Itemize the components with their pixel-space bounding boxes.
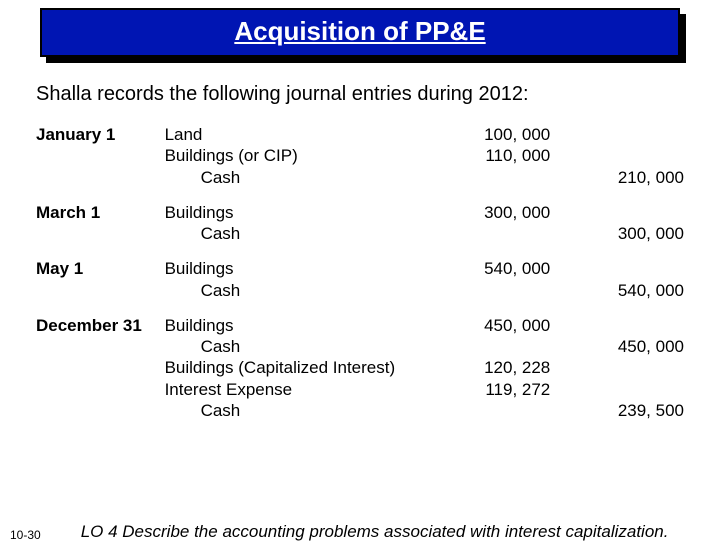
account-name: Buildings bbox=[165, 258, 417, 279]
entry-spacer bbox=[36, 301, 684, 315]
entry-date bbox=[36, 336, 165, 357]
entry-date bbox=[36, 223, 165, 244]
credit-amount bbox=[550, 357, 684, 378]
journal-line: Buildings (or CIP)110, 000 bbox=[36, 145, 684, 166]
credit-amount: 540, 000 bbox=[550, 280, 684, 301]
credit-amount bbox=[550, 202, 684, 223]
entry-date: December 31 bbox=[36, 315, 165, 336]
entry-date bbox=[36, 145, 165, 166]
debit-amount bbox=[417, 400, 551, 421]
lead-text: Shalla records the following journal ent… bbox=[36, 83, 684, 106]
credit-amount bbox=[550, 258, 684, 279]
credit-amount bbox=[550, 145, 684, 166]
entry-date bbox=[36, 400, 165, 421]
journal-line: Cash 210, 000 bbox=[36, 167, 684, 188]
account-name: Cash bbox=[165, 336, 417, 357]
entry-date: January 1 bbox=[36, 124, 165, 145]
credit-amount: 450, 000 bbox=[550, 336, 684, 357]
journal-line: Cash 540, 000 bbox=[36, 280, 684, 301]
journal-line: January 1Land100, 000 bbox=[36, 124, 684, 145]
account-name: Land bbox=[165, 124, 417, 145]
entry-date bbox=[36, 280, 165, 301]
credit-amount: 239, 500 bbox=[550, 400, 684, 421]
journal-line: March 1Buildings300, 000 bbox=[36, 202, 684, 223]
account-name: Interest Expense bbox=[165, 379, 417, 400]
credit-amount: 300, 000 bbox=[550, 223, 684, 244]
account-name: Cash bbox=[165, 400, 417, 421]
entry-date: May 1 bbox=[36, 258, 165, 279]
journal-line: December 31Buildings450, 000 bbox=[36, 315, 684, 336]
credit-amount: 210, 000 bbox=[550, 167, 684, 188]
journal-line: Cash 450, 000 bbox=[36, 336, 684, 357]
account-name: Buildings (Capitalized Interest) bbox=[165, 357, 417, 378]
title-bar-inner: Acquisition of PP&E bbox=[40, 8, 680, 57]
account-name: Buildings bbox=[165, 202, 417, 223]
debit-amount bbox=[417, 167, 551, 188]
journal-line: Interest Expense119, 272 bbox=[36, 379, 684, 400]
debit-amount: 100, 000 bbox=[417, 124, 551, 145]
debit-amount: 120, 228 bbox=[417, 357, 551, 378]
entry-date bbox=[36, 357, 165, 378]
debit-amount bbox=[417, 280, 551, 301]
entry-spacer bbox=[36, 188, 684, 202]
title-bar: Acquisition of PP&E bbox=[40, 8, 680, 57]
entry-spacer bbox=[36, 244, 684, 258]
debit-amount: 450, 000 bbox=[417, 315, 551, 336]
footer: 10-30 LO 4 Describe the accounting probl… bbox=[0, 522, 720, 542]
journal-line: Buildings (Capitalized Interest)120, 228 bbox=[36, 357, 684, 378]
account-name: Cash bbox=[165, 223, 417, 244]
journal-line: Cash 239, 500 bbox=[36, 400, 684, 421]
learning-objective: LO 4 Describe the accounting problems as… bbox=[81, 522, 669, 542]
journal-entries-table: January 1Land100, 000Buildings (or CIP)1… bbox=[36, 124, 684, 421]
entry-date bbox=[36, 167, 165, 188]
credit-amount bbox=[550, 379, 684, 400]
debit-amount: 119, 272 bbox=[417, 379, 551, 400]
debit-amount: 540, 000 bbox=[417, 258, 551, 279]
credit-amount bbox=[550, 315, 684, 336]
journal-line: Cash 300, 000 bbox=[36, 223, 684, 244]
slide-title: Acquisition of PP&E bbox=[234, 16, 485, 46]
account-name: Buildings (or CIP) bbox=[165, 145, 417, 166]
account-name: Cash bbox=[165, 280, 417, 301]
entry-date: March 1 bbox=[36, 202, 165, 223]
account-name: Cash bbox=[165, 167, 417, 188]
debit-amount bbox=[417, 223, 551, 244]
debit-amount: 300, 000 bbox=[417, 202, 551, 223]
journal-entries: January 1Land100, 000Buildings (or CIP)1… bbox=[36, 124, 684, 421]
debit-amount: 110, 000 bbox=[417, 145, 551, 166]
entry-date bbox=[36, 379, 165, 400]
credit-amount bbox=[550, 124, 684, 145]
journal-line: May 1Buildings540, 000 bbox=[36, 258, 684, 279]
account-name: Buildings bbox=[165, 315, 417, 336]
debit-amount bbox=[417, 336, 551, 357]
